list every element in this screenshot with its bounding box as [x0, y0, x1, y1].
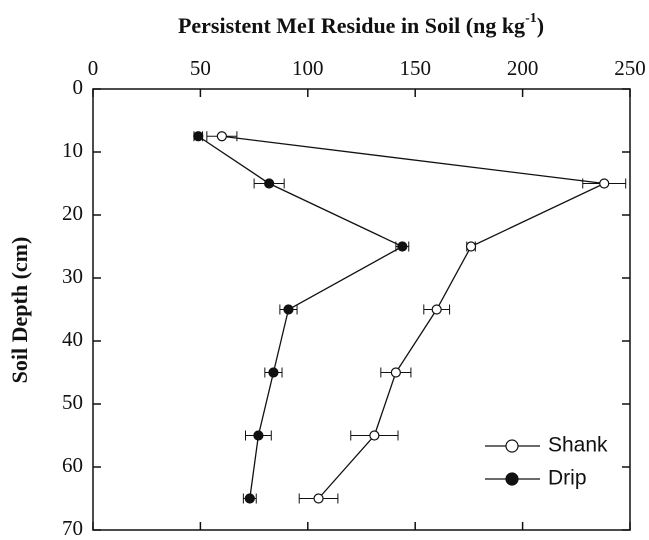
data-point	[216, 131, 227, 142]
x-label-superscript: -1	[525, 11, 537, 26]
data-point	[397, 241, 408, 252]
x-tick-label: 250	[614, 56, 646, 80]
data-point	[313, 493, 324, 504]
legend-marker	[505, 472, 519, 486]
x-label-suffix: )	[537, 13, 544, 38]
data-point	[244, 493, 255, 504]
data-point	[431, 304, 442, 315]
x-tick-label: 0	[88, 56, 99, 80]
data-point	[465, 241, 477, 252]
y-tick-label: 20	[62, 201, 83, 225]
x-tick-label: 100	[292, 56, 324, 80]
data-point	[369, 430, 380, 441]
data-point	[599, 178, 610, 189]
legend-label: Shank	[548, 434, 608, 457]
data-point	[264, 178, 275, 189]
legend-marker	[505, 439, 519, 453]
y-tick-label: 60	[62, 453, 83, 477]
x-axis-label: Persistent MeI Residue in Soil (ng kg-1)	[178, 11, 544, 38]
data-point	[253, 430, 264, 441]
data-point	[283, 304, 294, 315]
series-line	[221, 135, 607, 499]
data-point	[390, 367, 401, 378]
data-point	[193, 131, 204, 142]
y-tick-label: 50	[62, 390, 83, 414]
x-tick-label: 200	[507, 56, 539, 80]
legend-label: Drip	[548, 467, 587, 490]
x-tick-label: 150	[399, 56, 431, 80]
y-tick-label: 40	[62, 327, 83, 351]
data-point	[268, 367, 279, 378]
plot-frame	[92, 88, 631, 531]
series-line	[197, 135, 404, 499]
x-tick-label: 50	[190, 56, 211, 80]
y-tick-label: 70	[62, 516, 83, 540]
y-axis-label: Soil Depth (cm)	[7, 237, 32, 384]
y-tick-label: 10	[62, 138, 83, 162]
y-tick-label: 30	[62, 264, 83, 288]
y-tick-label: 0	[73, 75, 84, 99]
x-label-text: Persistent MeI Residue in Soil (ng kg	[178, 13, 525, 38]
